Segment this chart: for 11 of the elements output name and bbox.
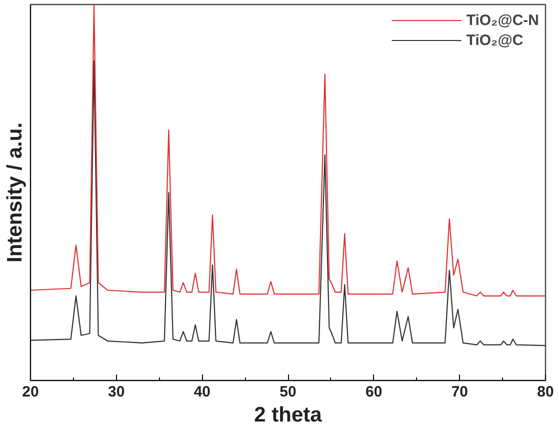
x-axis-title: 2 theta bbox=[254, 404, 322, 426]
x-tick-label: 40 bbox=[194, 384, 211, 400]
legend-label: TiO₂@C-N bbox=[466, 11, 539, 29]
x-tick-label: 30 bbox=[108, 384, 125, 400]
x-tick-label: 20 bbox=[22, 384, 39, 400]
x-tick-label: 50 bbox=[280, 384, 296, 400]
x-tick-label: 70 bbox=[451, 384, 468, 400]
x-tick-label: 80 bbox=[537, 384, 554, 400]
x-tick-label: 60 bbox=[365, 384, 382, 400]
y-axis-title: Intensity / a.u. bbox=[4, 122, 26, 263]
legend-label: TiO₂@C bbox=[466, 31, 524, 49]
